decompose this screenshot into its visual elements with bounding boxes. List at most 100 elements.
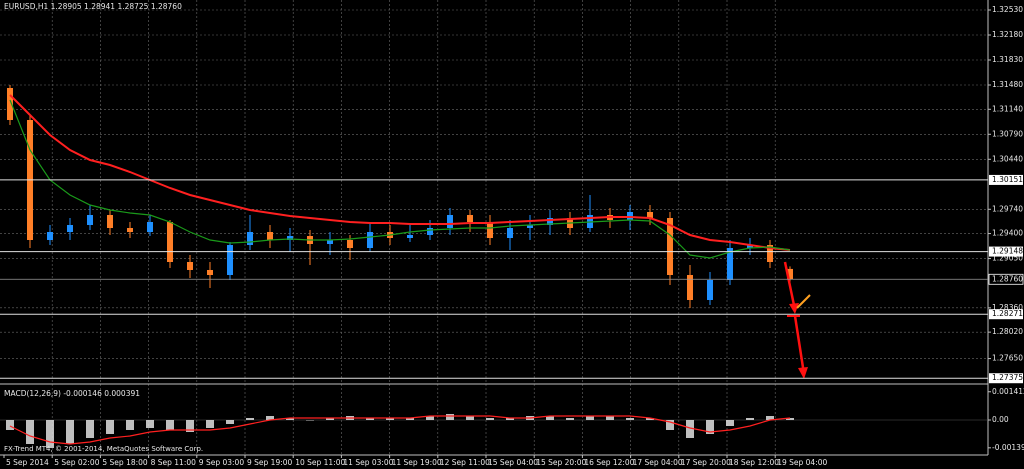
candle-body [547, 218, 553, 225]
candle-body [107, 215, 113, 228]
macd-bar [106, 420, 114, 434]
level-label: 1.30151 [992, 175, 1023, 184]
candle-body [707, 280, 713, 300]
y-tick-label: 1.32180 [992, 30, 1023, 39]
macd-bar [86, 420, 94, 438]
candle-body [207, 270, 213, 275]
candle-body [767, 245, 773, 262]
macd-bar [366, 418, 374, 420]
macd-bar [166, 420, 174, 430]
macd-bar [666, 420, 674, 430]
candle-body [67, 225, 73, 232]
x-tick-label: 18 Sep 12:00 [729, 458, 779, 467]
x-tick-label: 15 Sep 04:00 [488, 458, 538, 467]
x-tick-label: 10 Sep 11:00 [295, 458, 345, 467]
macd-bar [386, 418, 394, 420]
candle-body [647, 212, 653, 218]
level-label: 1.27375 [992, 373, 1023, 382]
macd-bar [506, 418, 514, 420]
macd-tick-label: -0.001391 [992, 443, 1024, 452]
level-box [989, 246, 1023, 257]
x-tick-label: 8 Sep 11:00 [151, 458, 197, 467]
macd-bar [486, 418, 494, 420]
candle-body [347, 240, 353, 248]
macd-bar [26, 420, 34, 444]
last-price-label: 1.28760 [992, 274, 1023, 283]
x-tick-label: 11 Sep 03:00 [343, 458, 393, 467]
candle-body [527, 225, 533, 228]
candle-body [727, 248, 733, 280]
macd-bar [786, 418, 794, 420]
candle-body [247, 232, 253, 245]
macd-bar [766, 416, 774, 420]
macd-bar [406, 418, 414, 420]
copyright: FX-Trend MT4, © 2001-2014, MetaQuotes So… [4, 445, 203, 453]
macd-bar [146, 420, 154, 428]
macd-bar [726, 420, 734, 426]
x-tick-label: 16 Sep 12:00 [584, 458, 634, 467]
macd-bar [706, 420, 714, 434]
macd-bar [586, 416, 594, 420]
macd-bar [186, 420, 194, 432]
candle-body [147, 222, 153, 232]
y-tick-label: 1.28020 [992, 327, 1023, 336]
macd-bar [246, 418, 254, 420]
macd-bar [426, 416, 434, 420]
candle-body [447, 215, 453, 228]
macd-bar [746, 418, 754, 420]
level-box [989, 174, 1023, 185]
macd-bar [6, 420, 14, 430]
x-tick-label: 9 Sep 19:00 [247, 458, 293, 467]
x-tick-label: 5 Sep 02:00 [54, 458, 100, 467]
candle-body [367, 232, 373, 248]
macd-bar [326, 418, 334, 420]
level-label: 1.28271 [992, 309, 1023, 318]
grid [0, 0, 988, 455]
arrow-head [798, 367, 808, 379]
candle-body [327, 240, 333, 244]
y-tick-label: 1.31830 [992, 55, 1023, 64]
candle-body [667, 218, 673, 275]
candle-body [487, 222, 493, 238]
y-tick-label: 1.29740 [992, 204, 1023, 213]
candle-body [507, 228, 513, 238]
candle-body [7, 88, 13, 120]
macd-tick-label: 0.00 [992, 415, 1009, 424]
candle-body [287, 236, 293, 240]
macd-bar [66, 420, 74, 444]
candle-body [427, 228, 433, 235]
macd-bar [206, 420, 214, 428]
x-tick-label: 5 Sep 2014 [6, 458, 49, 467]
x-tick-label: 12 Sep 11:00 [440, 458, 490, 467]
macd-signal [9, 415, 791, 445]
macd-bar [126, 420, 134, 430]
candle-body [747, 245, 753, 248]
candle-body [407, 235, 413, 238]
last-price-box [988, 273, 1024, 285]
macd-bar [46, 420, 54, 448]
signal-arrows [783, 261, 811, 379]
arrow [796, 294, 811, 309]
level-box [989, 309, 1023, 320]
moving-average [9, 94, 791, 251]
candle-body [87, 215, 93, 225]
arrow [783, 261, 797, 311]
level-label: 1.29148 [992, 247, 1023, 256]
macd-bar [266, 416, 274, 420]
macd-tick-label: 0.001412 [992, 387, 1024, 396]
x-tick-label: 15 Sep 20:00 [536, 458, 586, 467]
candle-body [47, 232, 53, 240]
x-tick-label: 9 Sep 03:00 [199, 458, 245, 467]
x-tick-label: 17 Sep 04:00 [633, 458, 683, 467]
macd-bar [566, 418, 574, 420]
y-tick-label: 1.32530 [992, 5, 1023, 14]
y-tick-label: 1.31480 [992, 80, 1023, 89]
macd-bar [606, 416, 614, 420]
candle-body [467, 215, 473, 222]
macd-bar [686, 420, 694, 438]
y-tick-label: 1.30440 [992, 154, 1023, 163]
candle-body [687, 275, 693, 300]
y-tick-label: 1.29400 [992, 229, 1023, 238]
candle-body [787, 268, 793, 280]
